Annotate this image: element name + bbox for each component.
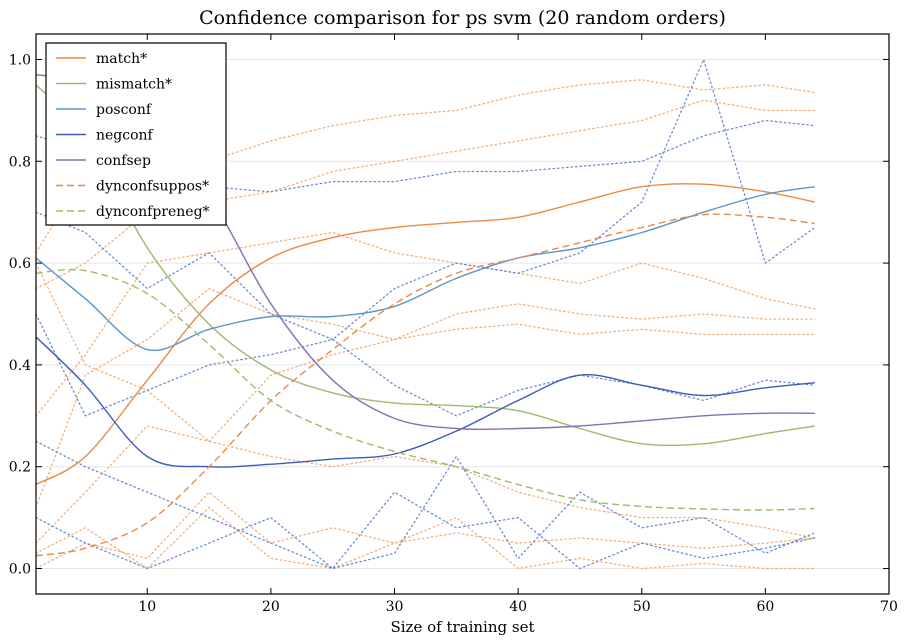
- legend-label-4: confsep: [96, 153, 151, 169]
- legend: match* mismatch* posconf negconf confsep dync…: [45, 42, 227, 226]
- legend-label-6: dynconfpreneg*: [96, 204, 210, 220]
- x-tick-label-2: 30: [386, 599, 404, 615]
- series-line-negconf: [35, 336, 815, 468]
- legend-label-5: dynconfsuppos*: [96, 179, 209, 195]
- dotted-trace-11: [35, 491, 816, 570]
- y-tick-label-4: 0.8: [9, 154, 31, 170]
- dotted-trace-5: [35, 491, 816, 570]
- x-tick-label-4: 50: [633, 599, 651, 615]
- series-line-mismatch: [35, 84, 815, 447]
- y-tick-label-3: 0.6: [9, 256, 31, 272]
- y-tick-label-0: 0.0: [9, 562, 31, 578]
- x-axis-label: Size of training set: [390, 618, 534, 636]
- dotted-trace-2: [35, 231, 816, 417]
- legend-label-1: mismatch*: [96, 77, 172, 93]
- x-tick-label-3: 40: [509, 599, 527, 615]
- legend-label-0: match*: [96, 51, 147, 67]
- series-line-match: [35, 183, 815, 486]
- y-tick-label-2: 0.4: [9, 358, 31, 374]
- dotted-trace-7: [35, 506, 816, 570]
- y-tick-label-1: 0.2: [9, 460, 31, 476]
- series-line-dynconfpreneg: [35, 268, 815, 511]
- plot-frame: [35, 33, 890, 595]
- dotted-trace-4: [35, 323, 816, 544]
- dotted-trace-6: [35, 262, 816, 539]
- dotted-trace-3: [35, 287, 816, 509]
- y-tick-label-5: 1.0: [9, 52, 31, 68]
- series-line-dynconfsuppos: [35, 213, 815, 557]
- legend-label-2: posconf: [96, 102, 153, 118]
- series-line-posconf: [35, 186, 815, 352]
- x-tick-label-1: 20: [262, 599, 280, 615]
- ticks-layer: 10 20 30 40 50 60 70 0.0 0.2 0.4 0.6 0.8 1.0: [9, 34, 898, 615]
- x-tick-label-5: 60: [756, 599, 774, 615]
- dotted-trace-10: [35, 313, 816, 417]
- x-tick-label-6: 70: [880, 599, 898, 615]
- x-tick-label-0: 10: [138, 599, 156, 615]
- legend-label-3: negconf: [96, 128, 155, 144]
- dotted-trace-9: [35, 57, 816, 341]
- chart-title: Confidence comparison for ps svm (20 ran…: [199, 7, 726, 29]
